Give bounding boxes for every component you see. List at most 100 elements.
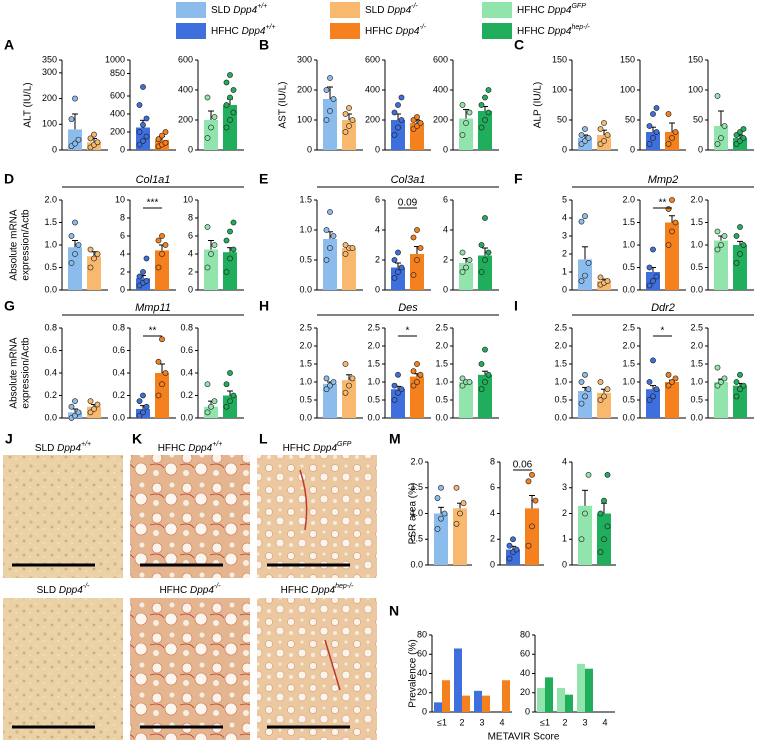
bar [391, 267, 405, 290]
y-tick-label: 0.0 [44, 412, 57, 422]
y-tick-label: 50 [625, 114, 635, 124]
bar [68, 247, 82, 290]
bar [478, 374, 492, 418]
micrograph [257, 455, 377, 578]
panel-title: Col3a1 [391, 174, 426, 186]
data-point [223, 403, 230, 410]
data-point [714, 141, 721, 147]
data-point [91, 406, 97, 412]
y-tick-label: 0 [307, 144, 312, 154]
y-tick-label: 0 [375, 284, 380, 294]
data-point [162, 139, 169, 146]
data-point [478, 361, 485, 367]
group-prefix: SLD [35, 443, 57, 454]
data-point [223, 102, 230, 108]
data-point [327, 108, 333, 114]
data-point [140, 138, 146, 144]
gene-name: Dpp4 [396, 26, 420, 37]
data-point [441, 510, 448, 517]
data-point [459, 382, 466, 389]
y-tick-label: 0.5 [622, 394, 635, 404]
y-tick-label: 2.0 [44, 194, 57, 204]
micrograph [257, 598, 377, 740]
data-point [391, 109, 398, 116]
data-point [585, 260, 592, 266]
data-point [68, 116, 75, 123]
y-tick-label: 0.6 [44, 345, 57, 355]
data-point [208, 124, 214, 131]
data-point [597, 274, 604, 281]
data-point [578, 218, 585, 225]
data-point [330, 379, 337, 385]
bar [223, 105, 237, 150]
genotype: -/- [419, 24, 426, 31]
y-tick-label: 3 [562, 482, 567, 492]
y-tick-label: 0.0 [299, 284, 312, 294]
data-point [395, 249, 401, 256]
data-point [582, 371, 588, 378]
y-axis-label: expression/Actb [21, 337, 32, 409]
significance-label: *** [147, 198, 159, 209]
y-tick-label: 0.0 [690, 412, 703, 422]
bar [434, 702, 442, 712]
y-axis-label: PSR area (%) [408, 483, 419, 545]
data-point [72, 140, 78, 147]
y-tick-label: 0.5 [367, 394, 380, 404]
data-point [91, 131, 97, 138]
y-tick-label: 2 [562, 508, 567, 518]
data-point [342, 242, 349, 248]
data-point [349, 375, 356, 382]
y-tick-label: 100 [297, 114, 312, 124]
gene-name: Dpp4 [59, 585, 83, 596]
data-point [721, 375, 728, 382]
data-point [737, 386, 743, 393]
x-tick-label: 2 [459, 717, 464, 727]
data-point [155, 237, 162, 244]
bar [665, 222, 679, 290]
data-point [525, 542, 532, 549]
data-point [601, 497, 607, 504]
data-point [714, 93, 721, 99]
data-point [391, 382, 398, 389]
data-point [395, 102, 401, 108]
y-tick-label: 0 [525, 706, 530, 716]
data-point [143, 255, 150, 262]
y-tick-label: 0.2 [44, 390, 57, 400]
genotype: +/+ [257, 3, 267, 10]
data-point [482, 215, 488, 221]
data-point [453, 484, 460, 491]
data-point [230, 87, 237, 93]
data-point [466, 379, 473, 385]
data-point [604, 471, 611, 478]
data-point [87, 264, 94, 271]
y-tick-label: 0 [562, 559, 567, 569]
bar [578, 505, 592, 565]
y-tick-label: 2 [375, 254, 380, 264]
data-point [211, 398, 218, 405]
genotype: -/- [83, 583, 90, 590]
group-label: HFHC Dpp4-/- [365, 24, 427, 36]
y-tick-label: 0 [52, 144, 57, 154]
data-point [604, 386, 611, 393]
bar [525, 508, 539, 565]
data-point [482, 94, 488, 101]
legend-swatch [176, 2, 206, 18]
y-tick-label: 200 [297, 84, 312, 94]
data-point [395, 269, 401, 275]
y-tick-label: 0.0 [410, 559, 423, 569]
y-tick-label: 200 [110, 126, 125, 136]
y-tick-label: 300 [42, 67, 57, 77]
data-point [597, 126, 604, 132]
data-point [718, 242, 724, 248]
data-point [208, 403, 214, 410]
data-point [159, 336, 165, 343]
y-axis-label: Prevalence (%) [408, 639, 419, 707]
data-point [395, 124, 401, 131]
y-tick-label: 2.0 [690, 194, 703, 204]
data-point [646, 264, 653, 271]
gene-name: Dpp4 [548, 5, 572, 16]
y-tick-label: 2.0 [299, 340, 312, 350]
data-point [72, 412, 78, 419]
bar [223, 395, 237, 418]
data-point [482, 117, 488, 123]
